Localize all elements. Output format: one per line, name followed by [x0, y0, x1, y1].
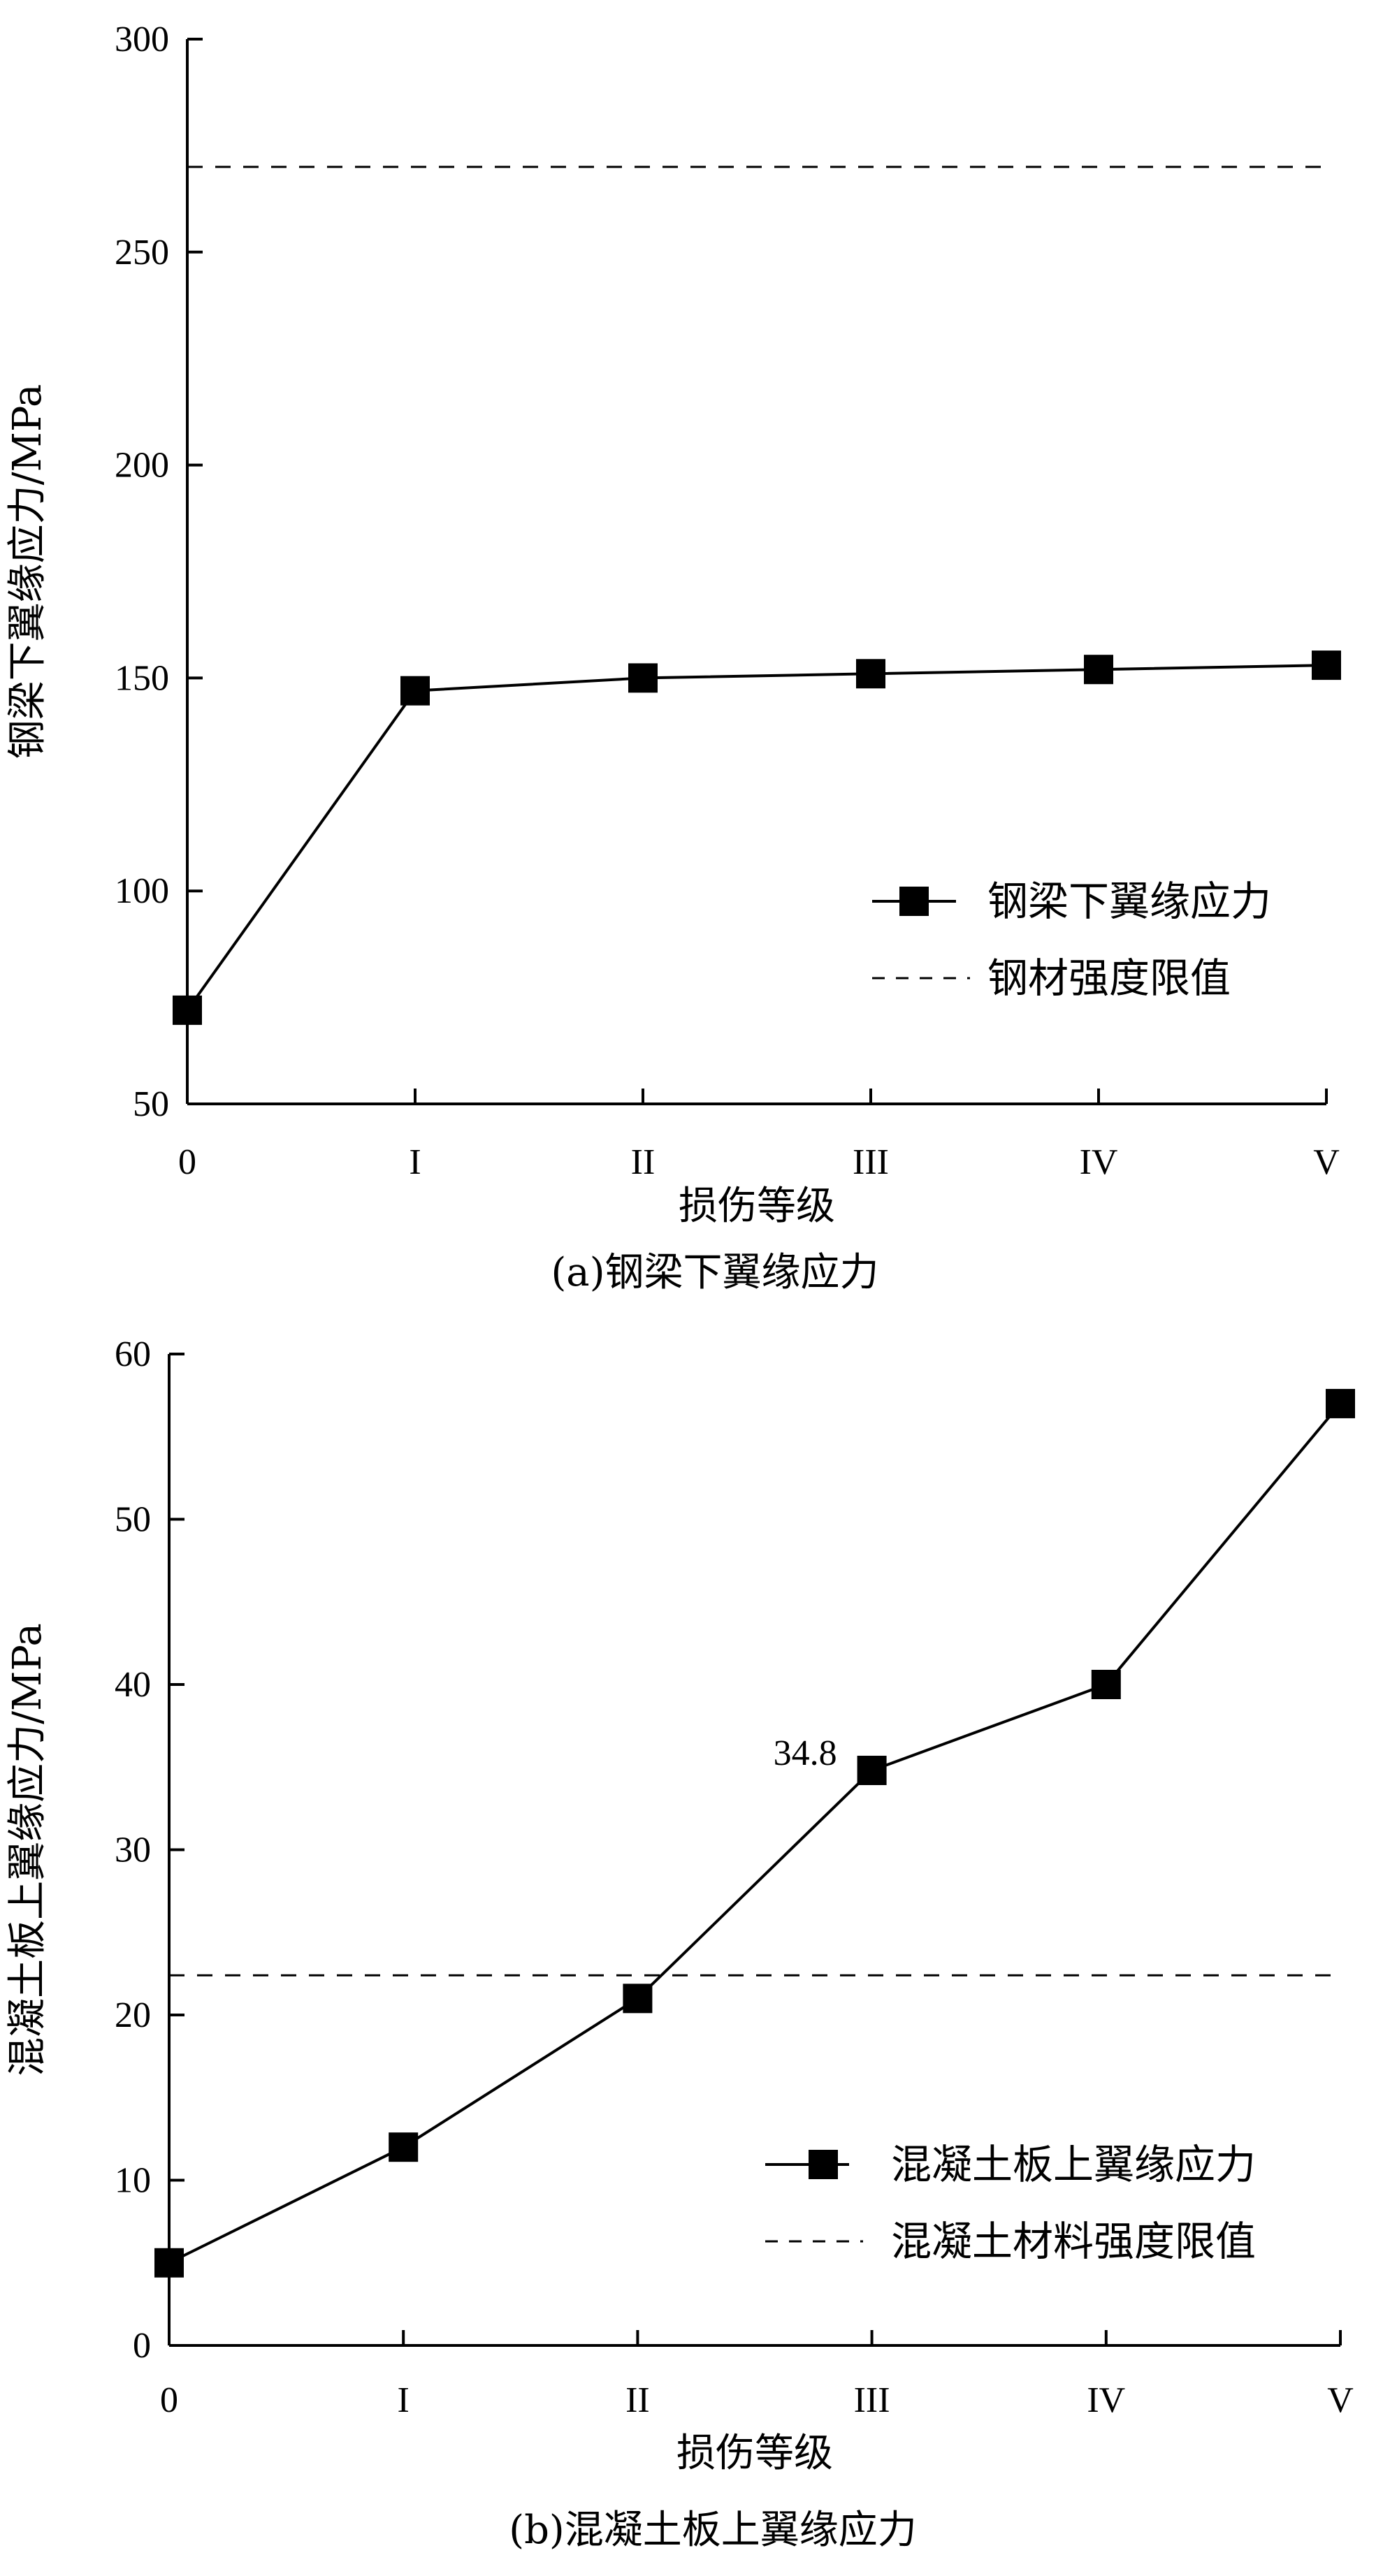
chart-a-legend-reference-label: 钢材强度限值 — [987, 954, 1231, 1002]
chart-a-series-line — [186, 664, 1327, 1012]
chart-b-x-tick-label: I — [398, 2380, 410, 2420]
chart-b-legend-series-label: 混凝土板上翼缘应力 — [891, 2141, 1256, 2188]
chart-b-x-axis-title: 损伤等级 — [676, 2431, 833, 2476]
chart-a-y-tick-label: 100 — [115, 871, 169, 911]
chart-b-x-tick-label: II — [625, 2380, 650, 2420]
chart-b-y-tick-label: 60 — [115, 1334, 151, 1374]
chart-a-x-tick-label: IV — [1080, 1142, 1118, 1182]
chart-b-y-tick-label: 40 — [115, 1665, 151, 1705]
chart-a-legend-series-label: 钢梁下翼缘应力 — [987, 878, 1271, 925]
chart-a-x-tick-label: II — [631, 1142, 656, 1182]
chart-b-data-point — [1091, 1670, 1121, 1699]
chart-b-y-tick-label: 10 — [115, 2161, 151, 2201]
chart-a-data-point — [856, 659, 885, 689]
chart-a-data-point — [173, 995, 202, 1025]
chart-a-legend-marker-sample — [899, 887, 929, 916]
chart-a-y-axis-title: 钢梁下翼缘应力/MPa — [5, 384, 50, 759]
chart-a-x-tick-label: V — [1313, 1142, 1340, 1182]
chart-b-y-tick-label: 20 — [115, 1995, 151, 2035]
chart-b-data-point — [154, 2248, 184, 2278]
chart-a-x-tick-label: 0 — [178, 1142, 196, 1182]
chart-a-data-point — [400, 676, 430, 706]
chart-b-y-tick-label: 50 — [115, 1500, 151, 1540]
chart-b-y-tick-label: 30 — [115, 1831, 151, 1870]
chart-a-x-tick-label: I — [409, 1142, 421, 1182]
chart-b-legend-reference-label: 混凝土材料强度限值 — [891, 2218, 1256, 2265]
chart-a-data-point — [1084, 655, 1113, 685]
chart-b-y-tick-label: 0 — [133, 2326, 151, 2366]
chart-b-caption: (b)混凝土板上翼缘应力 — [509, 2508, 917, 2553]
chart-a-x-tick-label: III — [853, 1142, 889, 1182]
chart-a-data-point — [628, 663, 658, 693]
chart-a-y-tick-label: 250 — [115, 233, 169, 272]
chart-a-y-tick-label: 50 — [133, 1084, 169, 1124]
chart-a-data-point — [1312, 650, 1341, 681]
chart-b-data-point — [1326, 1388, 1355, 1418]
chart-b-data-point — [857, 1755, 887, 1785]
chart-b-legend-marker-sample — [809, 2150, 838, 2179]
chart-b-x-tick-label: IV — [1087, 2380, 1125, 2420]
chart-b-data-point — [623, 1984, 653, 2014]
chart-a-x-axis-title: 损伤等级 — [679, 1184, 835, 1229]
chart-b-series-line — [168, 1402, 1342, 2264]
chart-b-y-axis-title: 混凝土板上翼缘应力/MPa — [5, 1623, 50, 2076]
chart-a-y-tick-label: 300 — [115, 20, 169, 59]
chart-b-data-point — [389, 2132, 419, 2162]
chart-b-x-tick-label: III — [854, 2380, 890, 2420]
chart-a-y-tick-label: 200 — [115, 446, 169, 486]
chart-b-x-tick-label: V — [1327, 2380, 1354, 2420]
chart-a-caption: (a)钢梁下翼缘应力 — [551, 1250, 878, 1295]
chart-b-data-label: 34.8 — [774, 1733, 837, 1773]
chart-b-x-tick-label: 0 — [160, 2380, 178, 2420]
chart-a-y-tick-label: 150 — [115, 658, 169, 698]
